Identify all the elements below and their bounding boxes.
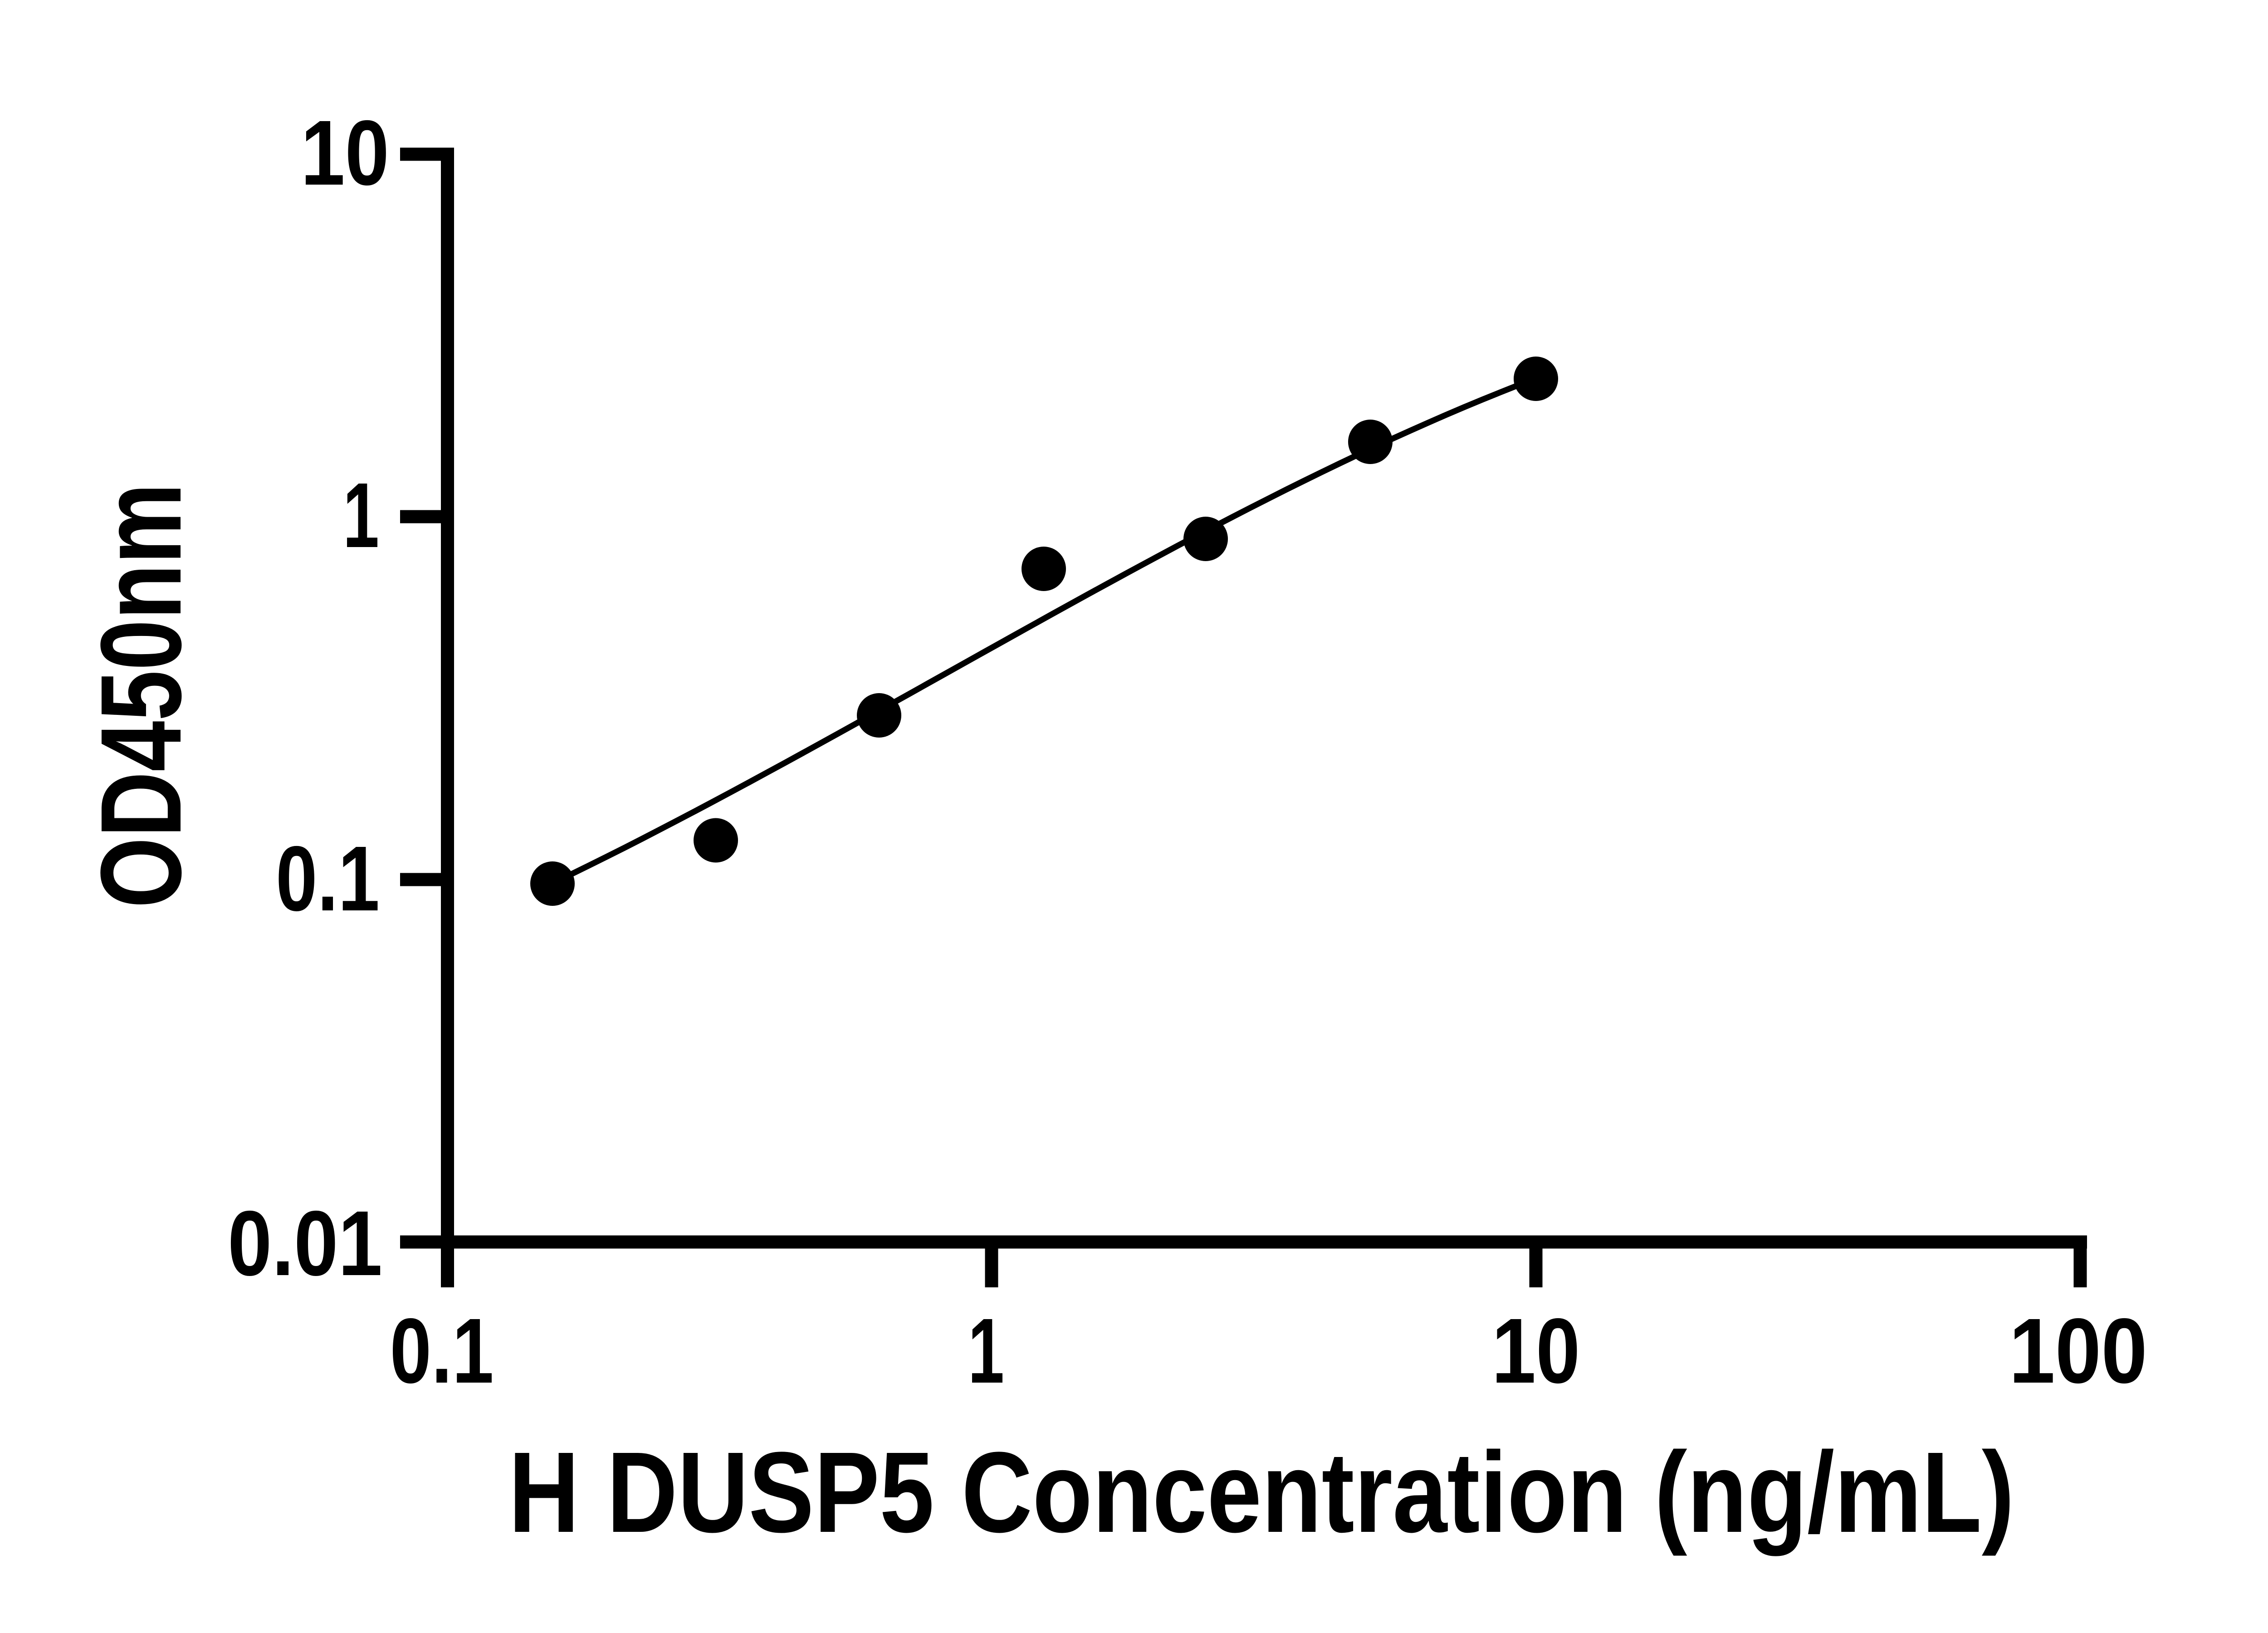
svg-text:OD450nm: OD450nm xyxy=(77,483,205,908)
svg-text:0.01: 0.01 xyxy=(228,1192,382,1295)
svg-text:0.1: 0.1 xyxy=(276,827,380,930)
svg-text:10: 10 xyxy=(301,102,389,205)
svg-text:0.1: 0.1 xyxy=(390,1300,494,1403)
svg-text:10: 10 xyxy=(1492,1300,1580,1403)
svg-text:1: 1 xyxy=(968,1300,1004,1403)
svg-text:H DUSP5 Concentration (ng/mL): H DUSP5 Concentration (ng/mL) xyxy=(508,1428,2014,1556)
svg-text:100: 100 xyxy=(2009,1300,2147,1403)
svg-text:1: 1 xyxy=(343,464,379,567)
